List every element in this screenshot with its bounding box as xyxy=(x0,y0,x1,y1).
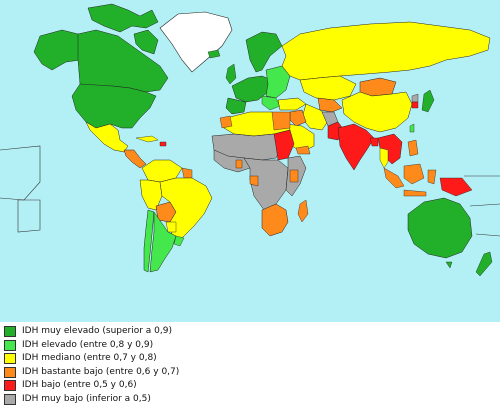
region-thailand xyxy=(379,147,389,169)
region-central-asia xyxy=(317,97,343,113)
region-new-guinea xyxy=(439,177,473,197)
region-iceland xyxy=(207,49,221,59)
region-egypt xyxy=(271,111,291,131)
region-java xyxy=(403,189,427,197)
legend-label: IDH bajo (entre 0,5 y 0,6) xyxy=(22,380,137,391)
legend-swatch xyxy=(4,326,16,337)
region-cuba xyxy=(135,135,159,143)
region-india xyxy=(337,123,375,171)
legend-swatch xyxy=(4,380,16,392)
region-china xyxy=(341,91,413,133)
region-arctic-islands xyxy=(87,3,159,33)
legend-swatch xyxy=(4,339,16,351)
region-uruguay xyxy=(173,235,185,247)
legend-item-fairly-low: IDH bastante bajo (entre 0,6 y 0,7) xyxy=(4,366,304,379)
region-peru-ecuador xyxy=(139,179,163,211)
region-turkey xyxy=(277,97,307,111)
region-balkans xyxy=(261,95,281,111)
region-greenland xyxy=(159,11,233,73)
region-chile xyxy=(143,209,155,273)
legend-item-very-high: IDH muy elevado (superior a 0,9) xyxy=(4,325,304,338)
region-new-zealand xyxy=(475,251,493,277)
region-argentina xyxy=(149,211,177,273)
legend: IDH muy elevado (superior a 0,9) IDH ele… xyxy=(4,325,304,407)
legend-item-low: IDH bajo (entre 0,5 y 0,6) xyxy=(4,379,304,392)
region-japan xyxy=(421,89,435,113)
legend-item-high: IDH elevado (entre 0,8 y 0,9) xyxy=(4,339,304,352)
region-yemen xyxy=(295,145,311,155)
legend-label: IDH bastante bajo (entre 0,6 y 0,7) xyxy=(22,366,180,377)
world-map xyxy=(0,0,500,322)
legend-label: IDH mediano (entre 0,7 y 0,8) xyxy=(22,353,157,364)
region-ghana xyxy=(235,159,243,169)
legend-item-very-low: IDH muy bajo (inferior a 0,5) xyxy=(4,393,304,406)
region-sumatra xyxy=(383,167,405,189)
region-mexico xyxy=(85,121,129,153)
region-baffin xyxy=(133,29,159,55)
region-kenya xyxy=(289,169,299,183)
region-taiwan xyxy=(409,123,415,133)
legend-swatch xyxy=(4,366,16,378)
region-sulawesi xyxy=(427,169,437,185)
legend-label: IDH elevado (entre 0,8 y 0,9) xyxy=(22,339,154,350)
region-russia xyxy=(281,21,491,81)
region-bangladesh xyxy=(369,137,379,147)
region-iberia xyxy=(225,97,247,115)
region-central-america xyxy=(123,149,147,169)
region-australia xyxy=(407,197,473,259)
legend-label: IDH muy bajo (inferior a 0,5) xyxy=(22,393,151,404)
region-tasmania xyxy=(445,261,453,269)
region-kazakhstan xyxy=(299,75,357,101)
region-morocco xyxy=(219,115,233,129)
region-paraguay xyxy=(165,221,177,233)
legend-swatch xyxy=(4,353,16,365)
region-borneo xyxy=(403,163,425,185)
region-korea-south xyxy=(411,101,419,109)
region-southern-africa xyxy=(261,203,289,237)
legend-item-medium: IDH mediano (entre 0,7 y 0,8) xyxy=(4,352,304,365)
region-uk xyxy=(225,63,237,85)
region-madagascar xyxy=(297,199,309,223)
legend-label: IDH muy elevado (superior a 0,9) xyxy=(22,326,172,336)
region-mongolia xyxy=(359,77,397,97)
region-guyanas xyxy=(181,167,193,179)
region-alaska xyxy=(33,29,81,71)
legend-swatch xyxy=(4,393,16,405)
region-philippines xyxy=(407,139,419,157)
region-haiti xyxy=(159,141,167,147)
pacific-island-boundaries xyxy=(0,145,500,237)
region-gabon xyxy=(249,175,259,187)
region-usa xyxy=(71,83,157,129)
region-scandinavia xyxy=(245,31,283,73)
